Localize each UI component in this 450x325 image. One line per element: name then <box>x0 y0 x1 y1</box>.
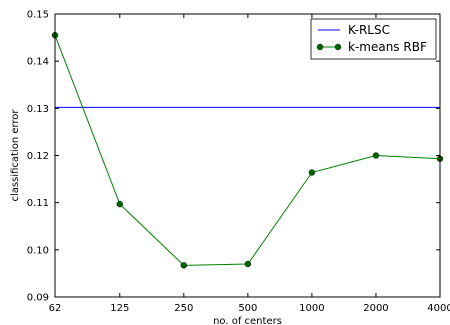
legend-box <box>310 18 437 60</box>
x-axis-title: no. of centers <box>213 316 282 325</box>
data-point <box>308 169 316 176</box>
x-tick-label: 62 <box>49 303 62 314</box>
x-tick-label: 250 <box>174 303 193 314</box>
y-tick-label: 0.11 <box>27 198 49 209</box>
legend-label-k-rlsc: K-RLSC <box>348 23 390 37</box>
x-tick-label: 2000 <box>363 303 388 314</box>
y-tick-label: 0.10 <box>27 245 49 256</box>
data-point <box>116 200 123 208</box>
plot-frame <box>54 13 441 298</box>
data-point <box>244 260 252 268</box>
data-point <box>372 152 380 159</box>
x-tick-label: 125 <box>110 303 129 314</box>
legend-marker-k-means-rbf-left <box>316 43 324 51</box>
legend-marker-k-means-rbf-right <box>334 43 342 51</box>
y-tick-label: 0.12 <box>27 151 49 162</box>
y-axis-title: classification error <box>10 109 21 202</box>
y-tick-label: 0.09 <box>27 293 49 304</box>
y-tick-label: 0.15 <box>27 10 49 21</box>
x-tick-label: 4000 <box>427 303 450 314</box>
x-tick-label: 500 <box>238 303 257 314</box>
legend-label-k-means-rbf: k-means RBF <box>348 40 427 54</box>
legend: K-RLSC k-means RBF <box>310 18 437 60</box>
y-tick-label: 0.14 <box>27 57 49 68</box>
data-point <box>180 262 188 269</box>
x-tick-label: 1000 <box>299 303 324 314</box>
y-tick-label: 0.13 <box>27 104 49 115</box>
